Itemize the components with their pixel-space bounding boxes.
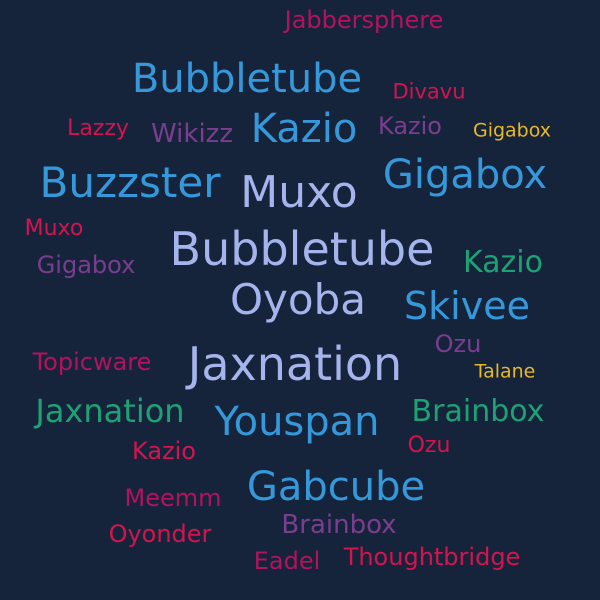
word-topicware-18: Topicware bbox=[32, 348, 152, 376]
word-youspan-22: Youspan bbox=[214, 399, 380, 445]
word-jabbersphere-0: Jabbersphere bbox=[284, 6, 444, 34]
word-jaxnation-19: Jaxnation bbox=[187, 337, 403, 391]
word-divavu-2: Divavu bbox=[392, 79, 466, 104]
word-kazio-24: Kazio bbox=[132, 437, 196, 465]
word-lazzy-3: Lazzy bbox=[67, 116, 129, 141]
word-meemm-27: Meemm bbox=[124, 484, 222, 512]
word-gigabox-10: Gigabox bbox=[382, 152, 548, 198]
word-talane-20: Talane bbox=[474, 360, 536, 383]
word-gabcube-26: Gabcube bbox=[246, 464, 426, 510]
word-gigabox-7: Gigabox bbox=[472, 119, 552, 142]
word-muxo-9: Muxo bbox=[240, 167, 358, 218]
word-oyoba-15: Oyoba bbox=[229, 275, 367, 324]
word-ozu-25: Ozu bbox=[407, 433, 451, 458]
word-brainbox-23: Brainbox bbox=[411, 394, 545, 429]
word-buzzster-8: Buzzster bbox=[39, 158, 221, 207]
word-brainbox-28: Brainbox bbox=[281, 510, 397, 540]
word-gigabox-12: Gigabox bbox=[36, 251, 136, 279]
word-skivee-16: Skivee bbox=[404, 284, 530, 328]
word-wikizz-4: Wikizz bbox=[151, 119, 233, 149]
word-ozu-17: Ozu bbox=[434, 330, 482, 358]
word-eadel-30: Eadel bbox=[253, 547, 321, 575]
word-kazio-14: Kazio bbox=[463, 245, 543, 280]
word-kazio-5: Kazio bbox=[250, 106, 358, 152]
word-bubbletube-13: Bubbletube bbox=[169, 222, 435, 276]
word-muxo-11: Muxo bbox=[24, 216, 84, 241]
word-thoughtbridge-31: Thoughtbridge bbox=[343, 543, 521, 571]
word-jaxnation-21: Jaxnation bbox=[35, 392, 185, 430]
word-kazio-6: Kazio bbox=[378, 112, 442, 140]
word-oyonder-29: Oyonder bbox=[108, 520, 212, 548]
word-bubbletube-1: Bubbletube bbox=[131, 56, 363, 102]
